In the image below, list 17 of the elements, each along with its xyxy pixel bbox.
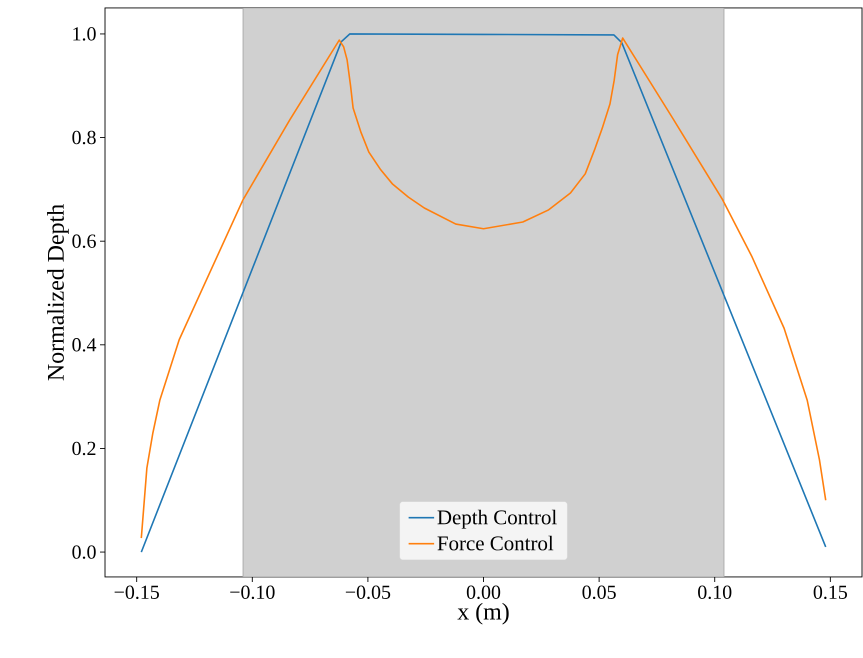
legend-label: Depth Control <box>438 510 557 529</box>
y-tick-label: 0.6 <box>72 234 96 248</box>
y-tick-label: 0.2 <box>72 442 96 456</box>
y-tick-label: 0.4 <box>72 338 96 352</box>
x-tick-label: −0.05 <box>346 586 390 600</box>
legend-label: Force Control <box>438 536 554 550</box>
x-tick-label: 0.10 <box>698 586 732 600</box>
y-tick-label: 0.8 <box>72 130 96 144</box>
y-tick-label: 0.0 <box>72 545 96 559</box>
x-tick-label: −0.10 <box>230 586 275 600</box>
y-axis-title: Normalized Depth <box>47 204 69 380</box>
x-tick-label: 0.00 <box>466 586 500 600</box>
x-tick-label: 0.15 <box>814 586 847 600</box>
x-axis-title: x (m) <box>457 602 509 625</box>
x-tick-label: −0.15 <box>114 586 159 600</box>
y-tick-label: 1.0 <box>73 27 96 41</box>
x-tick-label: 0.05 <box>582 586 616 600</box>
